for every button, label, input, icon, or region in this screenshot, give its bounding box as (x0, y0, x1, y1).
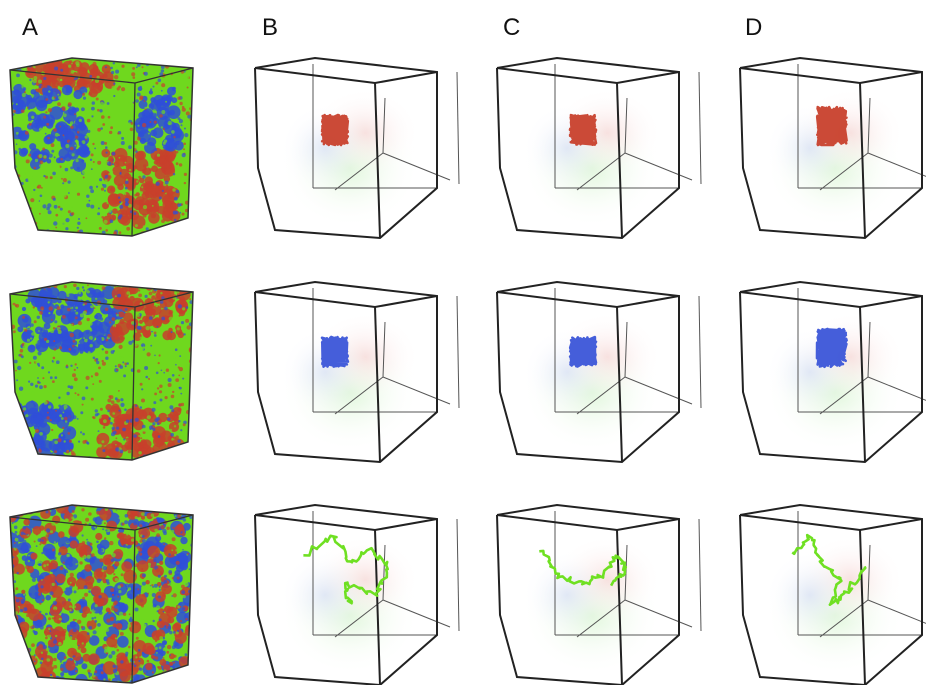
column-label-c: C (503, 14, 521, 41)
column-label-d: D (745, 14, 763, 41)
dense-cube-row-1 (9, 57, 194, 237)
column-label-a: A (22, 14, 39, 41)
dense-cube-row-2 (9, 281, 194, 461)
polymer-box-row-2-col-3 (496, 280, 702, 464)
polymer-box-row-3-col-4 (739, 503, 926, 685)
polymer-box-row-2-col-4 (739, 280, 926, 464)
dense-cube-row-3 (9, 504, 194, 684)
column-label-b: B (262, 14, 279, 41)
polymer-box-row-2-col-2 (254, 280, 460, 464)
polymer-box-row-1-col-4 (739, 56, 926, 240)
polymer-box-row-3-col-2 (254, 503, 460, 685)
polymer-box-row-1-col-3 (496, 56, 702, 240)
polymer-box-row-1-col-2 (254, 56, 460, 240)
polymer-box-row-3-col-3 (496, 503, 702, 685)
